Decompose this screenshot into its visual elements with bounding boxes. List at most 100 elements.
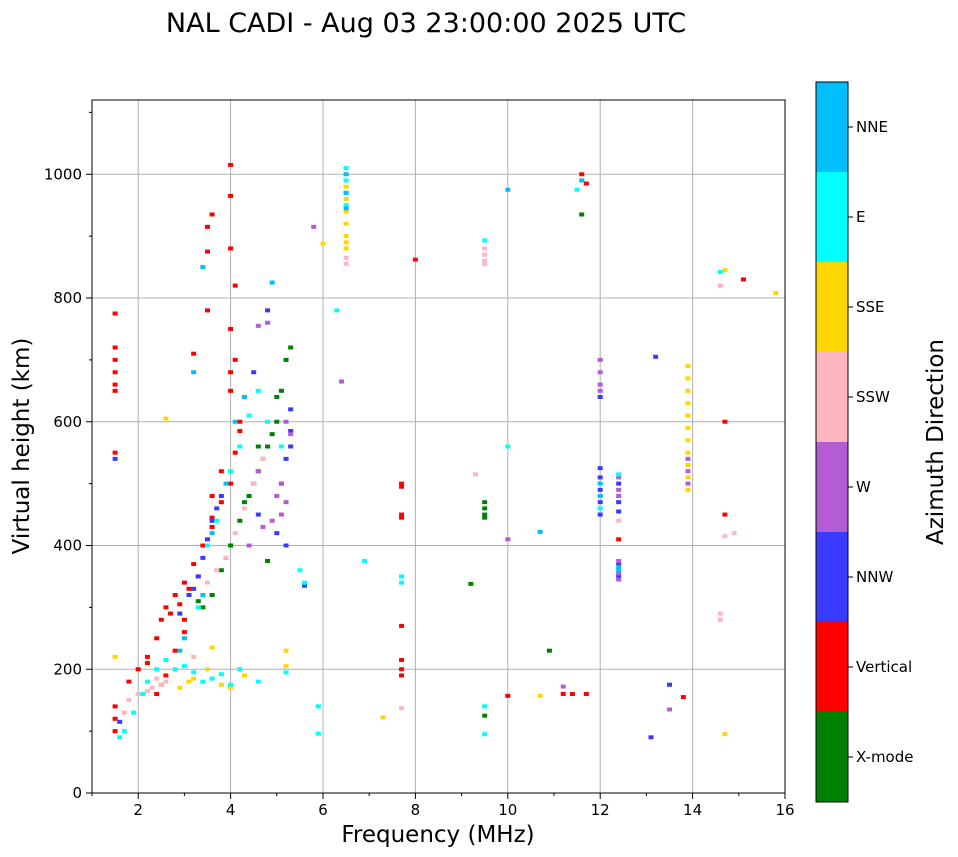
data-point <box>209 531 215 536</box>
data-point <box>158 682 164 687</box>
data-point <box>583 692 589 696</box>
data-point <box>195 599 201 604</box>
data-point <box>112 456 118 461</box>
data-point <box>232 283 238 288</box>
data-point <box>482 506 488 511</box>
data-point <box>283 543 289 548</box>
data-point <box>149 685 155 690</box>
data-point <box>154 636 160 641</box>
data-point <box>597 357 603 362</box>
data-point <box>616 518 622 523</box>
data-point <box>482 713 488 718</box>
data-point <box>685 463 691 468</box>
data-point <box>343 190 349 195</box>
data-point <box>685 388 691 393</box>
data-point <box>214 518 220 523</box>
data-point <box>181 617 187 622</box>
data-point <box>117 719 123 724</box>
data-point <box>241 506 247 511</box>
data-point <box>616 509 622 514</box>
x-tick-label: 14 <box>683 801 702 819</box>
data-point <box>343 166 349 171</box>
data-point <box>144 679 150 684</box>
data-point <box>685 425 691 430</box>
data-point <box>583 181 589 186</box>
data-point <box>209 645 215 650</box>
data-point <box>597 506 603 511</box>
colorbar-label: Azimuth Direction <box>923 339 949 545</box>
data-point <box>616 571 622 576</box>
series-e <box>117 166 723 740</box>
colorbar-tick-label: E <box>856 208 865 226</box>
data-point <box>172 648 178 653</box>
data-point <box>246 543 252 548</box>
data-point <box>343 261 349 266</box>
data-point <box>722 268 728 273</box>
data-point <box>343 206 349 211</box>
data-point <box>260 456 266 461</box>
data-point <box>537 529 543 534</box>
data-point <box>228 682 234 687</box>
data-point <box>218 469 224 474</box>
data-point <box>200 543 206 548</box>
data-point <box>283 670 289 675</box>
data-point <box>616 574 622 579</box>
data-point <box>717 611 723 616</box>
data-point <box>228 481 234 486</box>
data-point <box>237 419 243 424</box>
data-point <box>616 494 622 498</box>
data-point <box>482 515 488 520</box>
data-point <box>131 710 137 715</box>
data-point <box>265 444 271 449</box>
colorbar-segment <box>816 82 848 172</box>
data-point <box>399 481 405 486</box>
data-point <box>200 555 206 560</box>
data-point <box>251 370 257 375</box>
data-point <box>205 543 210 548</box>
data-point <box>154 667 160 672</box>
data-point <box>112 729 118 734</box>
data-point <box>205 537 210 542</box>
data-point <box>200 593 206 597</box>
data-point <box>117 735 123 740</box>
data-point <box>237 429 243 434</box>
data-point <box>685 413 691 418</box>
data-point <box>112 450 118 455</box>
data-point <box>126 679 132 684</box>
colorbar-tick-label: X-mode <box>856 748 913 766</box>
data-point <box>283 648 289 653</box>
data-point <box>505 537 511 542</box>
data-point <box>616 475 622 480</box>
data-point <box>722 732 728 737</box>
colorbar-tick-label: Vertical <box>856 658 912 676</box>
series-w <box>246 224 691 712</box>
data-point <box>228 685 234 690</box>
data-point <box>181 630 187 635</box>
data-point <box>265 308 271 313</box>
x-tick-label: 4 <box>226 801 236 819</box>
data-point <box>163 416 169 421</box>
data-point <box>399 515 405 520</box>
data-point <box>255 388 261 393</box>
data-point <box>255 469 261 474</box>
data-point <box>616 565 622 570</box>
data-point <box>205 580 210 585</box>
data-point <box>343 184 349 189</box>
data-point <box>722 534 728 539</box>
data-point <box>112 382 118 387</box>
data-point <box>597 512 603 517</box>
data-point <box>163 657 169 662</box>
data-point <box>597 475 603 480</box>
data-point <box>154 692 160 696</box>
data-point <box>218 682 224 687</box>
data-point <box>667 682 672 687</box>
data-point <box>343 178 349 183</box>
data-point <box>399 623 405 628</box>
data-point <box>181 636 187 641</box>
data-point <box>773 291 779 296</box>
data-point <box>297 568 303 573</box>
series-x-mode <box>158 212 585 718</box>
data-point <box>265 320 271 325</box>
data-point <box>209 212 215 217</box>
data-point <box>399 484 405 489</box>
